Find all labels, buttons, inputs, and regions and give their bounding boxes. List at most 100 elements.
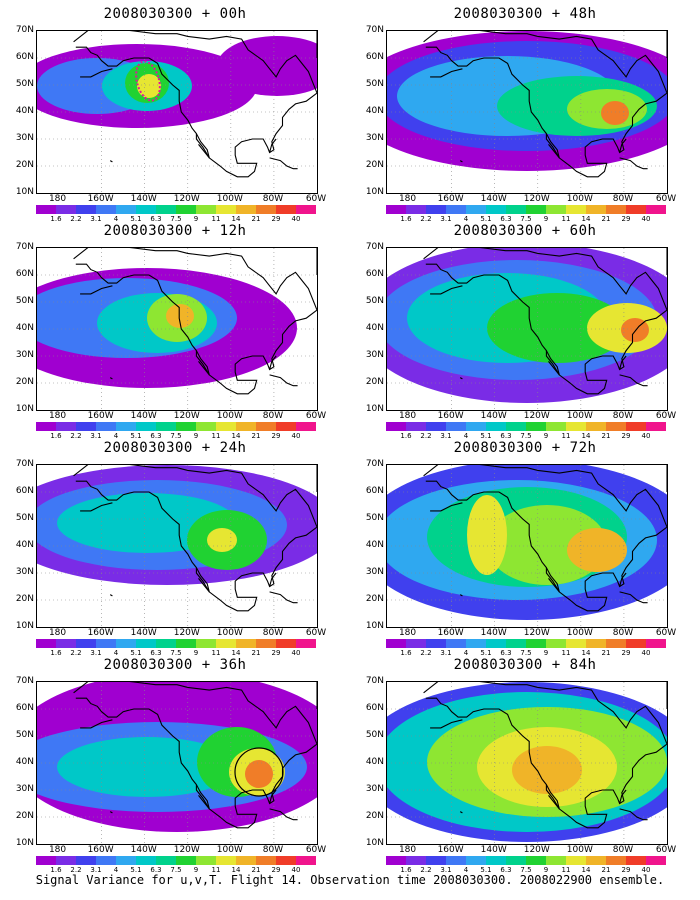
coastline (195, 350, 210, 376)
lat-tick-label: 70N (365, 242, 384, 252)
colorbar-swatch (76, 856, 96, 865)
colorbar-swatch (276, 639, 296, 648)
colorbar-swatch (466, 205, 486, 214)
colorbar-swatch (386, 639, 406, 648)
colorbar-swatch (216, 205, 236, 214)
colorbar-label: 29 (271, 866, 281, 874)
colorbar-swatch (546, 422, 566, 431)
colorbar-swatch (526, 856, 546, 865)
colorbar-label: 14 (231, 215, 241, 223)
lon-tick-label: 80W (262, 628, 284, 638)
colorbar-label: 6.3 (150, 432, 162, 440)
colorbar-swatch (506, 205, 526, 214)
colorbar-swatch (116, 205, 136, 214)
colorbar-label: 3.1 (90, 649, 102, 657)
variance-contour (207, 528, 237, 552)
colorbar-swatch (626, 856, 646, 865)
lon-tick-label: 180 (398, 411, 417, 421)
colorbar-label: 29 (621, 215, 631, 223)
colorbar-label: 7.5 (170, 649, 182, 657)
lon-tick-label: 100W (566, 194, 593, 204)
variance-contour (487, 293, 627, 363)
lon-tick-label: 140W (480, 411, 507, 421)
colorbar-swatch (446, 639, 466, 648)
colorbar-swatch (486, 856, 506, 865)
map-panel: 2008030300 + 60h 70N 60N 50N 40N 30N 20N 10N 180… (350, 223, 700, 440)
colorbar-label: 7.5 (170, 215, 182, 223)
panel-title: 2008030300 + 84h (453, 657, 597, 673)
colorbar-swatch (526, 639, 546, 648)
coastline (545, 567, 560, 593)
colorbar-swatch (116, 856, 136, 865)
colorbar-swatch (196, 205, 216, 214)
colorbar-swatch (136, 422, 156, 431)
lat-tick-label: 60N (365, 52, 384, 62)
lon-tick-label: 80W (262, 411, 284, 421)
coastline (545, 784, 560, 810)
colorbar-label: 5.1 (480, 649, 492, 657)
colorbar-swatch (196, 856, 216, 865)
lat-tick-label: 60N (15, 486, 34, 496)
coastline (619, 374, 648, 387)
colorbar-label: 9 (193, 432, 199, 440)
colorbar-label: 7.5 (170, 866, 182, 874)
colorbar-label: 1.6 (400, 866, 412, 874)
lon-tick-label: 120W (523, 628, 550, 638)
lon-tick-label: 160W (437, 194, 464, 204)
coastline (109, 811, 113, 814)
panel-title: 2008030300 + 00h (103, 6, 247, 22)
lon-tick-label: 60W (655, 845, 677, 855)
variance-map (386, 247, 668, 411)
lon-tick-label: 160W (437, 845, 464, 855)
colorbar-label: 9 (543, 866, 549, 874)
lat-tick-label: 60N (15, 52, 34, 62)
lon-tick-label: 140W (130, 194, 157, 204)
map-panel: 2008030300 + 48h 70N 60N 50N 40N 30N 20N 10N 180… (350, 6, 700, 223)
lon-tick-label: 180 (48, 845, 67, 855)
colorbar-label: 2.2 (420, 432, 432, 440)
variance-map (386, 464, 668, 628)
colorbar-label: 7.5 (520, 215, 532, 223)
colorbar-swatch (646, 856, 666, 865)
colorbar-swatch (606, 639, 626, 648)
map-canvas (37, 682, 317, 844)
lon-tick-label: 180 (398, 628, 417, 638)
colorbar-label: 5.1 (480, 866, 492, 874)
colorbar-swatch (256, 422, 276, 431)
colorbar-swatch (546, 856, 566, 865)
colorbar-swatch (196, 639, 216, 648)
colorbar (386, 422, 666, 431)
colorbar-swatch (646, 422, 666, 431)
coastline (423, 248, 667, 395)
coastline (423, 465, 667, 612)
coastline (269, 572, 277, 587)
lon-tick-label: 180 (398, 194, 417, 204)
map-canvas (387, 682, 667, 844)
coastline (459, 811, 463, 814)
colorbar-label: 5.1 (480, 432, 492, 440)
colorbar-swatch (96, 205, 116, 214)
figure-caption: Signal Variance for u,v,T. Flight 14. Ob… (35, 873, 665, 887)
lon-tick-label: 60W (305, 845, 327, 855)
colorbar-swatch (466, 639, 486, 648)
lat-tick-label: 60N (15, 269, 34, 279)
colorbar-swatch (256, 856, 276, 865)
lon-tick-label: 140W (130, 845, 157, 855)
colorbar-swatch (626, 205, 646, 214)
lat-tick-label: 10N (15, 621, 34, 631)
variance-contour (567, 528, 627, 572)
colorbar-swatch (546, 639, 566, 648)
colorbar-label: 1.6 (50, 866, 62, 874)
coastline (269, 355, 277, 370)
colorbar-swatch (486, 205, 506, 214)
colorbar-label: 14 (581, 215, 591, 223)
colorbar-label: 3.1 (90, 866, 102, 874)
colorbar-label: 9 (543, 649, 549, 657)
colorbar-label: 4 (463, 432, 469, 440)
variance-contour (601, 101, 629, 125)
lon-tick-label: 160W (87, 845, 114, 855)
coastline (545, 133, 560, 159)
lat-tick-label: 20N (365, 377, 384, 387)
lon-tick-label: 60W (655, 411, 677, 421)
colorbar-label: 11 (561, 432, 571, 440)
